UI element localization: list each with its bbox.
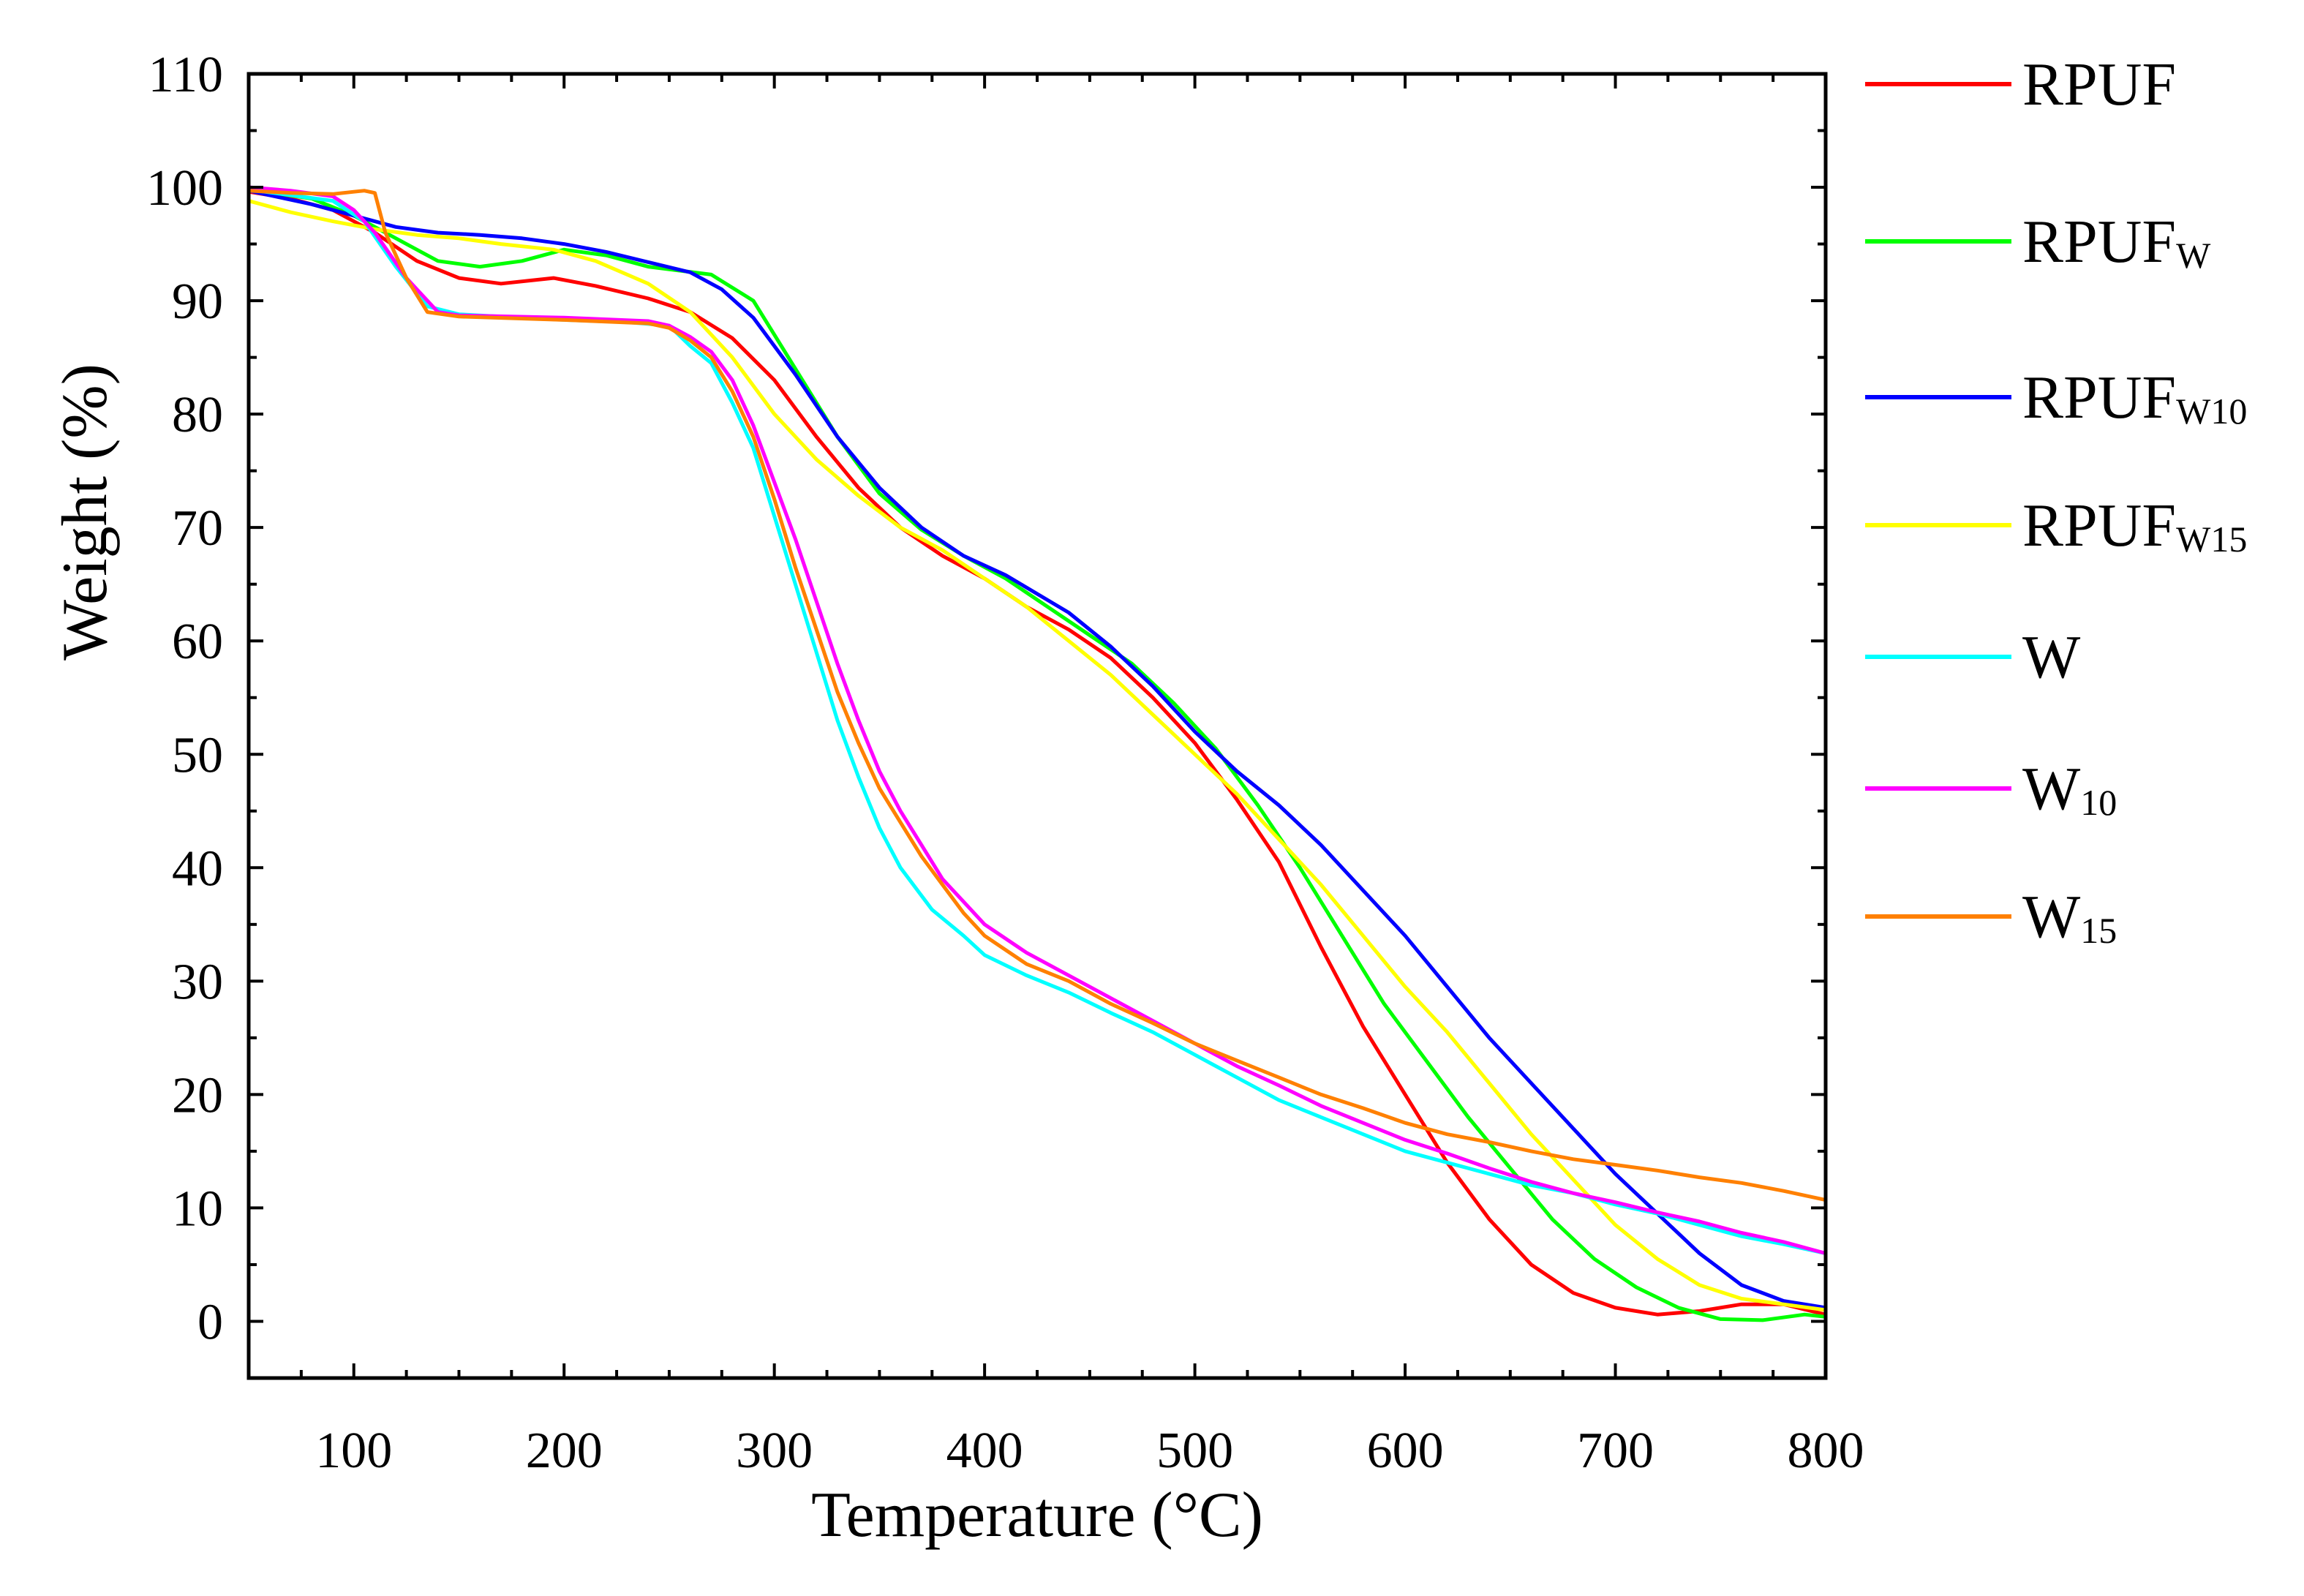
legend-label-rpufw: RPUFW (2022, 208, 2211, 276)
series-layer (246, 185, 1828, 1322)
legend-label-rpufw10: RPUFW10 (2022, 364, 2247, 432)
x-axis-title: Temperature (°C) (811, 1480, 1263, 1551)
y-tick-label: 110 (148, 47, 223, 103)
y-tick-label: 100 (146, 160, 223, 217)
y-tick-label: 10 (172, 1181, 223, 1237)
y-tick-label: 0 (197, 1294, 223, 1350)
x-tick-label: 800 (1788, 1423, 1864, 1479)
series-line-rpufw10 (246, 189, 1828, 1310)
x-tick-label: 300 (736, 1423, 813, 1479)
series-line-rpufw15 (246, 199, 1828, 1312)
legend-label-w15: W15 (2022, 883, 2117, 951)
y-tick-label: 90 (172, 274, 223, 330)
y-axis-title: Weight (%) (50, 364, 121, 660)
legend: RPUF RPUFW RPUFW10 RPUFW15 W W10 W15 (1865, 50, 2247, 951)
series-line-w15 (246, 189, 1828, 1202)
x-tick-label: 100 (315, 1423, 392, 1479)
series-line-rpuf (246, 189, 1828, 1317)
legend-label-w10: W10 (2022, 755, 2117, 823)
legend-label-rpuf: RPUF (2022, 50, 2176, 118)
x-tick-label: 500 (1156, 1423, 1233, 1479)
y-tick-label: 30 (172, 954, 223, 1010)
series-line-rpufw (246, 187, 1828, 1322)
x-tick-label: 200 (526, 1423, 603, 1479)
y-tick-label: 20 (172, 1067, 223, 1123)
legend-label-w: W (2022, 623, 2081, 691)
y-tick-label: 80 (172, 387, 223, 443)
x-axis: 100 200 300 400 500 600 700 800 (299, 74, 1864, 1479)
y-tick-label: 70 (172, 500, 223, 557)
x-tick-label: 400 (946, 1423, 1023, 1479)
y-tick-label: 60 (172, 614, 223, 670)
y-tick-label: 40 (172, 840, 223, 897)
x-tick-label: 600 (1367, 1423, 1444, 1479)
x-tick-label: 700 (1577, 1423, 1654, 1479)
legend-label-rpufw15: RPUFW15 (2022, 492, 2247, 560)
y-tick-label: 50 (172, 727, 223, 783)
y-axis: 0 10 20 30 40 50 60 70 80 90 100 110 (146, 47, 1826, 1350)
